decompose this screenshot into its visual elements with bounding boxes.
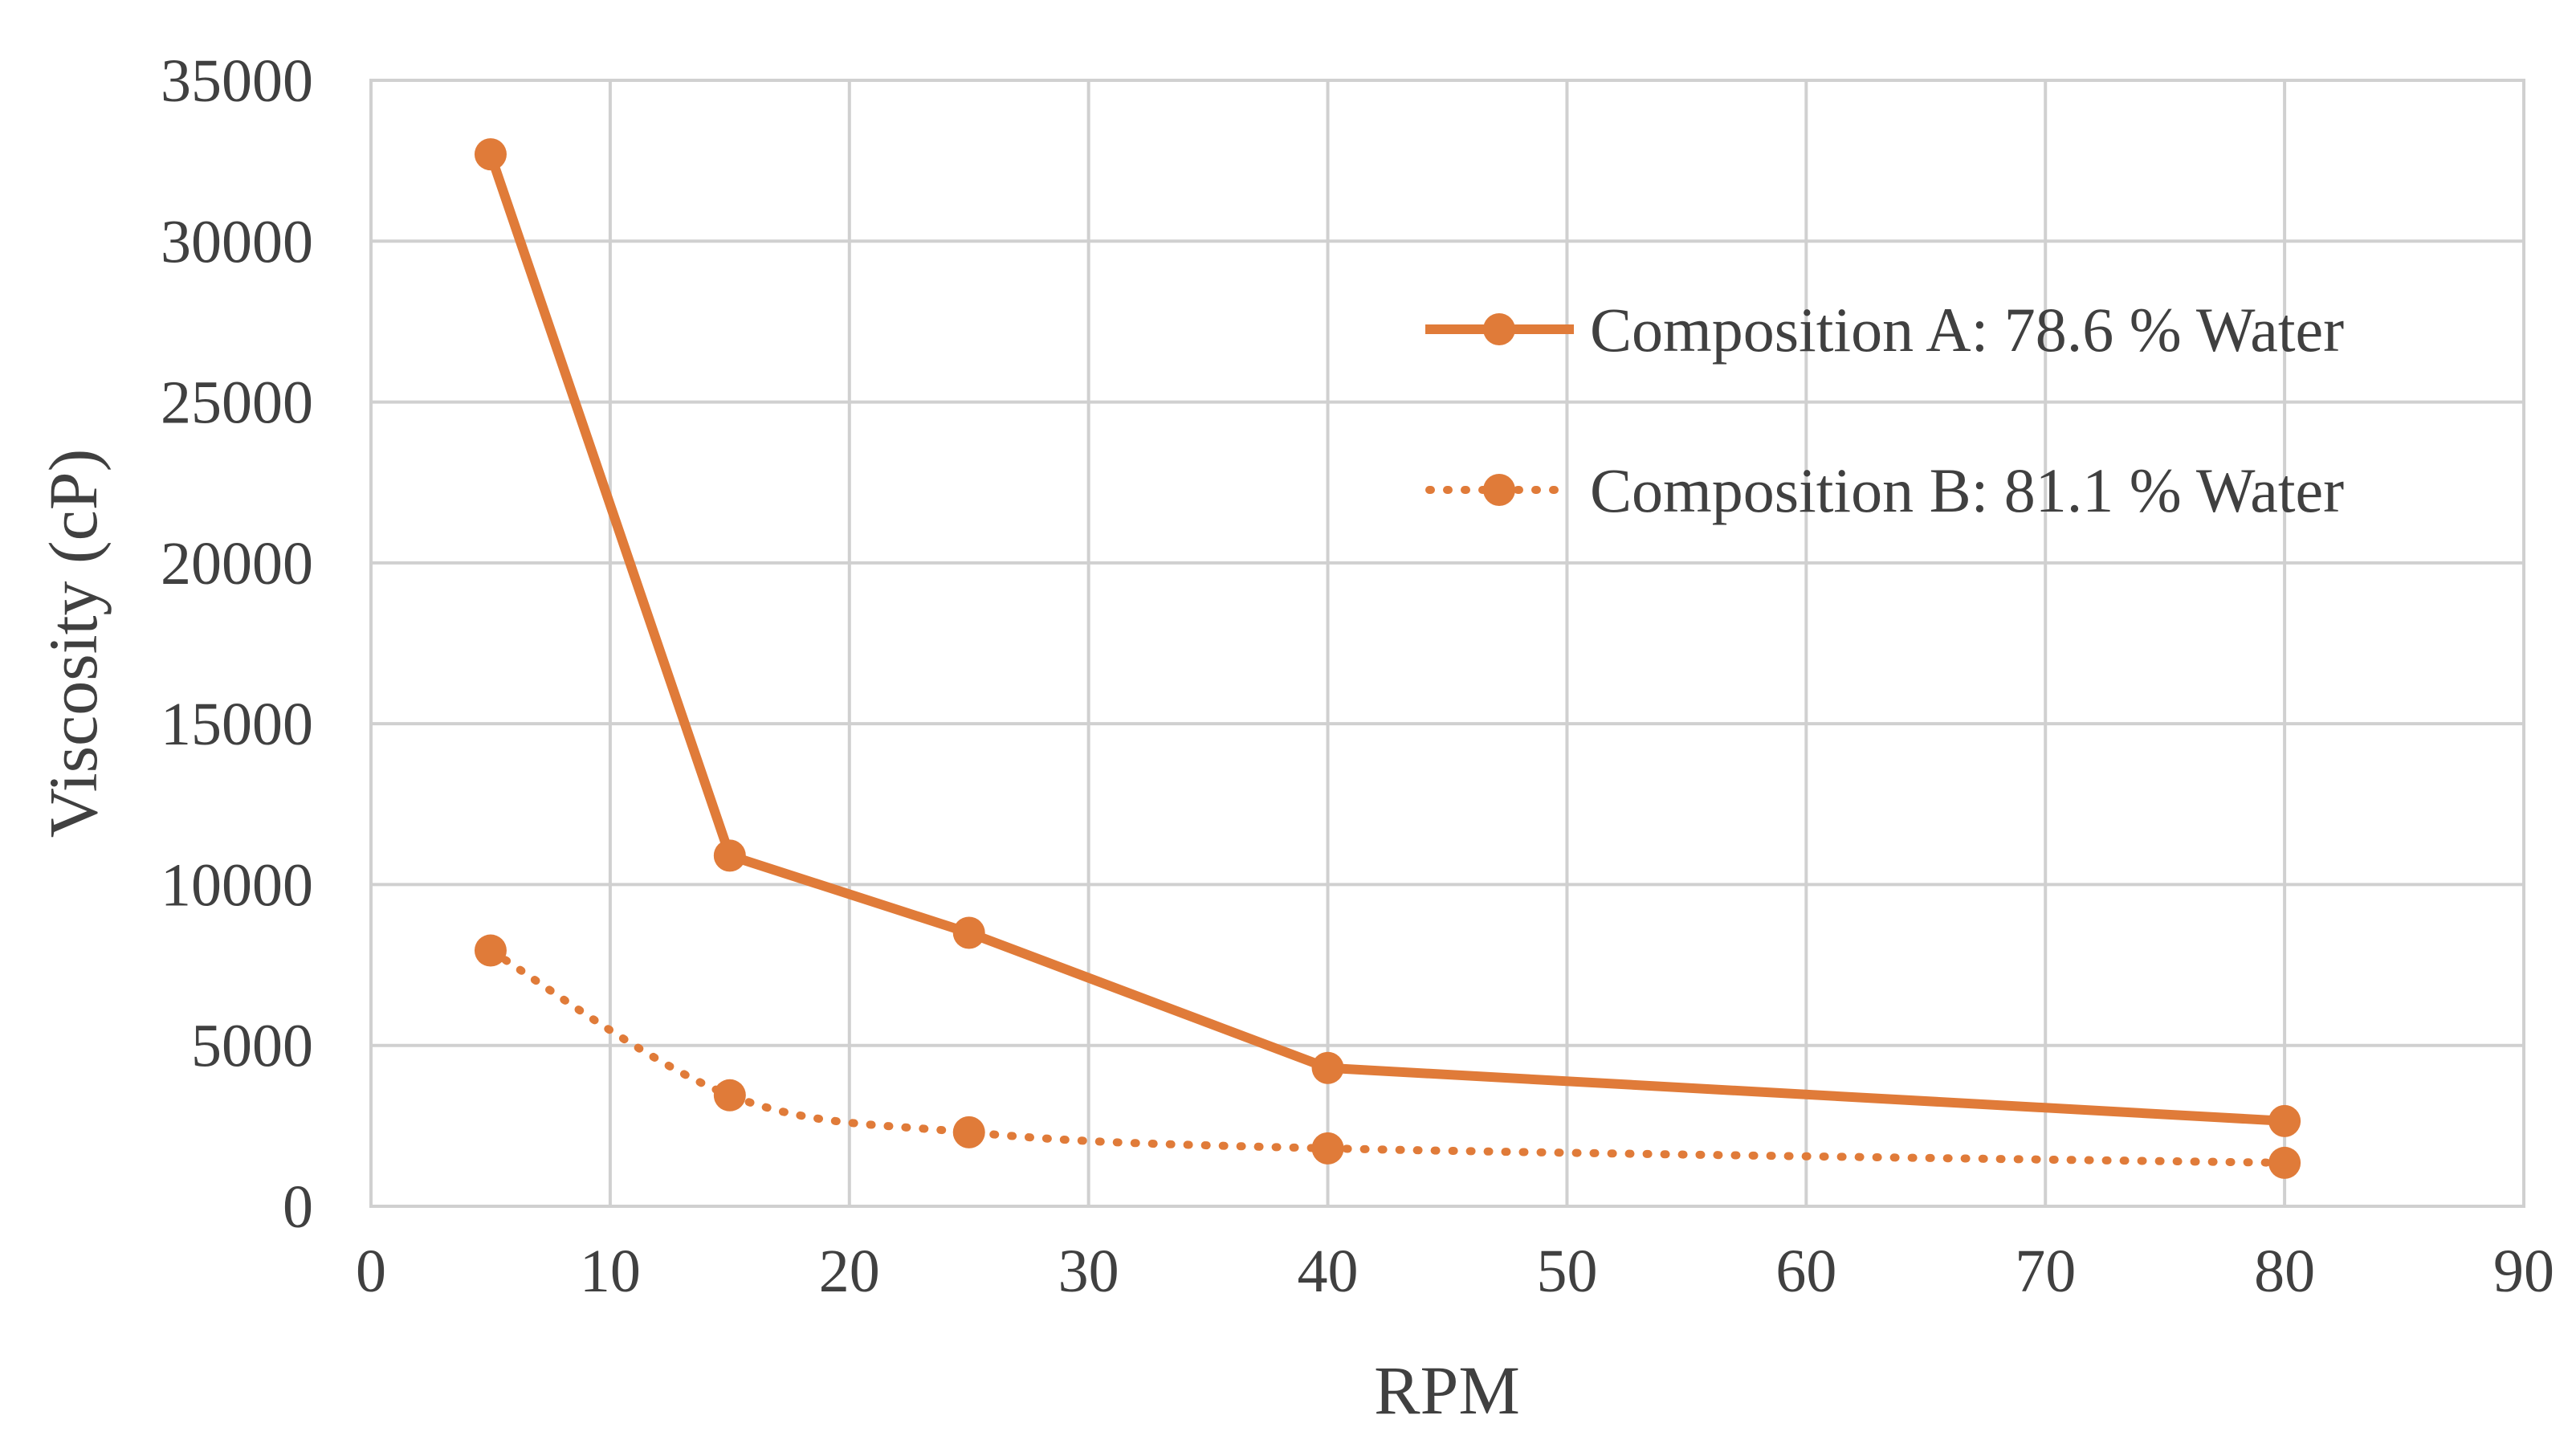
data-point: [713, 839, 746, 872]
x-tick-label: 40: [1298, 1238, 1359, 1305]
y-tick-label: 25000: [161, 369, 313, 437]
legend-marker: [1483, 474, 1515, 506]
data-point: [2268, 1104, 2301, 1137]
x-tick-label: 10: [580, 1238, 641, 1305]
data-point: [2268, 1146, 2301, 1179]
y-axis-title: Viscosity (cP): [35, 449, 112, 838]
legend-marker: [1483, 313, 1515, 345]
x-tick-label: 50: [1536, 1238, 1597, 1305]
legend-item: Composition A: 78.6 % Water: [1425, 295, 2344, 365]
data-point: [1311, 1132, 1344, 1165]
data-point: [474, 934, 507, 967]
x-axis-title: RPM: [1374, 1352, 1520, 1429]
x-tick-label: 0: [356, 1238, 386, 1305]
legend-label: Composition A: 78.6 % Water: [1590, 295, 2344, 365]
series-composition-a: [474, 138, 2301, 1137]
y-tick-label: 30000: [161, 208, 313, 275]
data-point: [952, 1116, 985, 1148]
legend-item: Composition B: 81.1 % Water: [1425, 455, 2344, 525]
y-tick-label: 10000: [161, 851, 313, 919]
y-tick-label: 0: [283, 1173, 313, 1241]
y-tick-label: 15000: [161, 691, 313, 758]
legend: Composition A: 78.6 % Water Composition B…: [1425, 295, 2344, 525]
x-tick-label: 90: [2493, 1238, 2554, 1305]
data-point: [713, 1079, 746, 1112]
axis-ticks: 0 10 20 30 40 50 60 70 80 90 0 5000 10000 15000 20000 2…: [161, 47, 2554, 1305]
y-tick-label: 35000: [161, 47, 313, 115]
series-composition-b: [474, 934, 2301, 1179]
gridlines: [369, 79, 2525, 1208]
data-point: [952, 916, 985, 949]
series-line: [486, 946, 2289, 1167]
data-point: [474, 138, 507, 171]
y-tick-label: 5000: [191, 1013, 313, 1080]
x-tick-label: 60: [1775, 1238, 1836, 1305]
x-tick-label: 80: [2254, 1238, 2315, 1305]
legend-label: Composition B: 81.1 % Water: [1590, 455, 2344, 525]
data-point: [1311, 1051, 1344, 1084]
x-tick-label: 70: [2015, 1238, 2076, 1305]
series-group: [474, 138, 2301, 1179]
x-tick-label: 30: [1058, 1238, 1119, 1305]
plot-area: [369, 79, 2525, 1208]
x-tick-label: 20: [819, 1238, 880, 1305]
y-tick-label: 20000: [161, 530, 313, 598]
